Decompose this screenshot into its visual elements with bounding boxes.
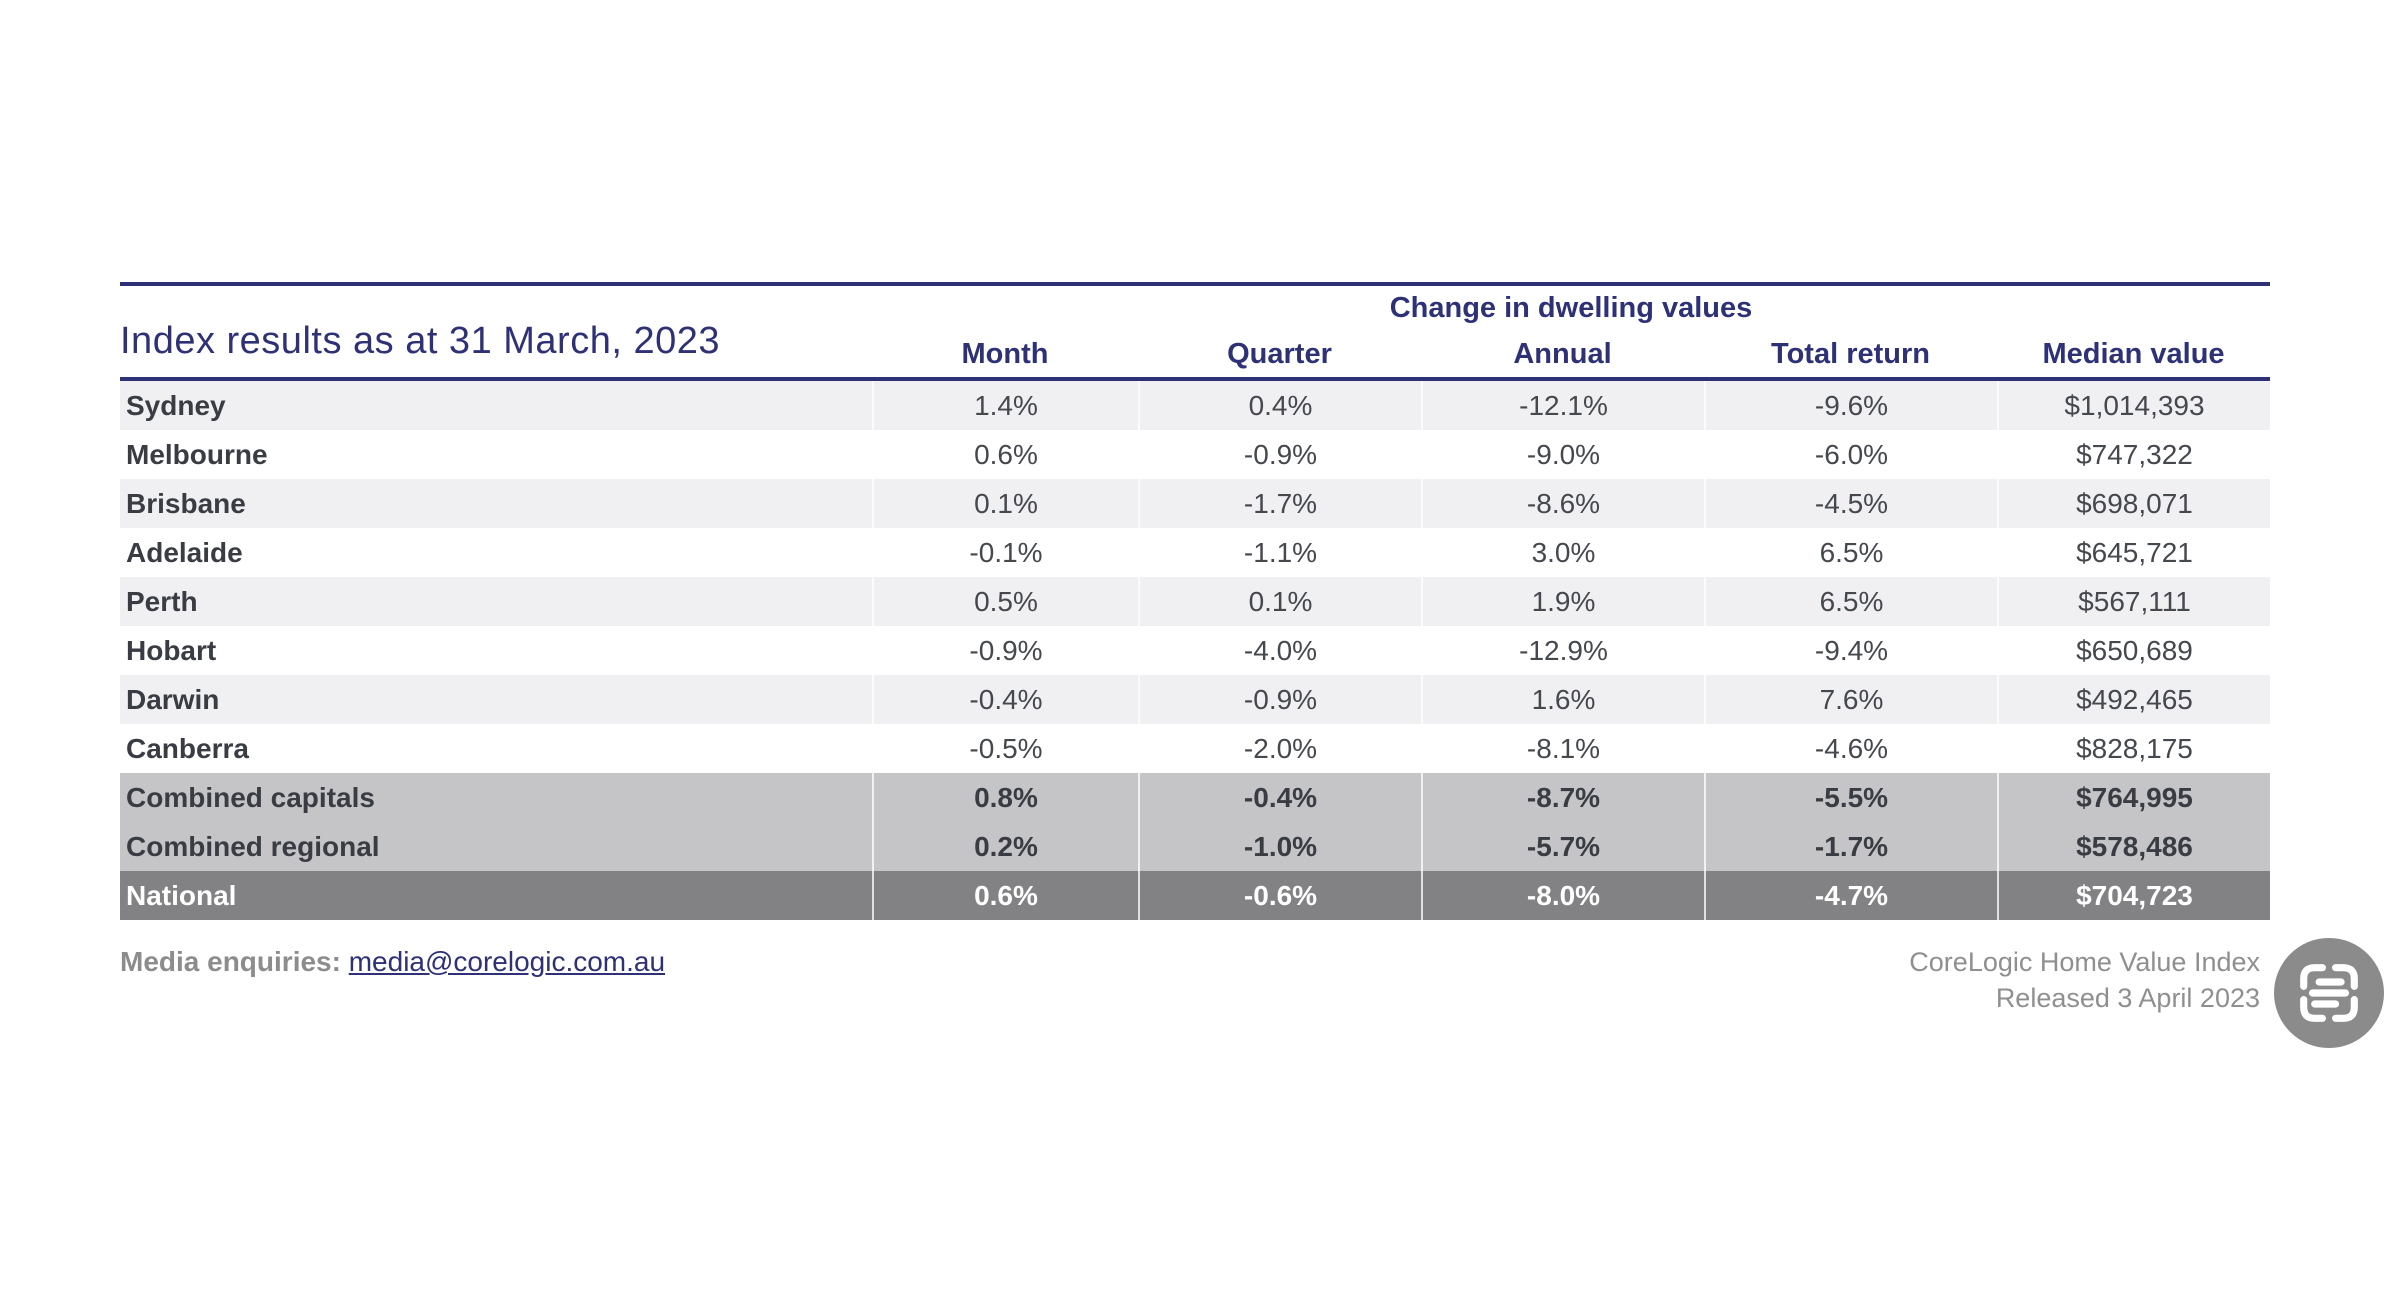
table-row: Darwin -0.4% -0.9% 1.6% 7.6% $492,465 bbox=[120, 675, 2270, 724]
row-value-cell: -4.5% bbox=[1704, 479, 1997, 528]
row-value-cell: -1.7% bbox=[1138, 479, 1421, 528]
row-value-cell: 6.5% bbox=[1704, 577, 1997, 626]
column-header-quarter: Quarter bbox=[1227, 338, 1332, 370]
row-value-cell: $645,721 bbox=[2076, 537, 2193, 568]
row-value-cell: $828,175 bbox=[2076, 733, 2193, 764]
row-value-cell: $492,465 bbox=[1997, 675, 2270, 724]
row-value-cell: $698,071 bbox=[1997, 479, 2270, 528]
table-header: Index results as at 31 March, 2023 Chang… bbox=[120, 286, 2270, 381]
row-label: Combined regional bbox=[126, 831, 380, 862]
column-headers: Month Quarter Annual Total return Median… bbox=[872, 338, 2270, 371]
row-value-cell: 0.5% bbox=[872, 577, 1138, 626]
table-row: Adelaide -0.1% -1.1% 3.0% 6.5% $645,721 bbox=[120, 528, 2270, 577]
row-value-cell: 0.6% bbox=[974, 439, 1038, 470]
table-row: Combined capitals 0.8% -0.4% -8.7% -5.5% $764… bbox=[120, 773, 2270, 822]
row-value-cell: -0.1% bbox=[969, 537, 1043, 568]
row-value-cell: -4.0% bbox=[1243, 635, 1318, 666]
row-value-cell: 3.0% bbox=[1531, 537, 1596, 568]
row-value-cell: 1.9% bbox=[1421, 577, 1704, 626]
media-email-link[interactable]: media@corelogic.com.au bbox=[348, 946, 666, 977]
row-value-cell: -5.7% bbox=[1421, 822, 1704, 871]
row-value-cell: -0.9% bbox=[1138, 675, 1421, 724]
row-value-cell: -1.7% bbox=[1704, 822, 1997, 871]
table-row: Melbourne 0.6% -0.9% -9.0% -6.0% $747,322 bbox=[120, 430, 2270, 479]
row-value-cell: -12.1% bbox=[1421, 381, 1704, 430]
column-header-month: Month bbox=[961, 338, 1049, 370]
row-value-cell: $704,723 bbox=[1997, 871, 2270, 920]
row-label: Darwin bbox=[126, 684, 220, 715]
row-value-cell: -1.1% bbox=[1243, 537, 1318, 568]
row-value-cell: 1.4% bbox=[872, 381, 1138, 430]
row-value-cell: $650,689 bbox=[2076, 635, 2193, 666]
row-value-cell: -9.0% bbox=[1526, 439, 1601, 470]
row-value-cell: -2.0% bbox=[1243, 733, 1318, 764]
row-label: Brisbane bbox=[126, 488, 246, 519]
row-value-cell: -8.6% bbox=[1421, 479, 1704, 528]
media-enquiries-label: Media enquiries: bbox=[120, 946, 341, 977]
row-value-cell: 0.1% bbox=[1138, 577, 1421, 626]
row-value-cell: -6.0% bbox=[1814, 439, 1889, 470]
row-value-cell: -9.4% bbox=[1814, 635, 1889, 666]
row-value-cell: -0.9% bbox=[1243, 439, 1318, 470]
row-value-cell: $764,995 bbox=[1997, 773, 2270, 822]
row-value-cell: -1.0% bbox=[1138, 822, 1421, 871]
media-enquiries: Media enquiries: media@corelogic.com.au bbox=[120, 946, 665, 978]
row-value-cell: -8.0% bbox=[1421, 871, 1704, 920]
row-value-cell: 1.6% bbox=[1421, 675, 1704, 724]
row-value-cell: -0.4% bbox=[872, 675, 1138, 724]
scan-text-icon bbox=[2274, 938, 2384, 1048]
row-value-cell: 0.2% bbox=[872, 822, 1138, 871]
column-header-total-return: Total return bbox=[1771, 338, 1930, 370]
source-line-2: Released 3 April 2023 bbox=[1995, 983, 2260, 1013]
column-header-median-value: Median value bbox=[2042, 338, 2225, 370]
row-label: National bbox=[126, 880, 237, 911]
row-value-cell: -0.9% bbox=[969, 635, 1043, 666]
row-value-cell: -0.4% bbox=[1138, 773, 1421, 822]
table-row: Perth 0.5% 0.1% 1.9% 6.5% $567,111 bbox=[120, 577, 2270, 626]
row-value-cell: 0.4% bbox=[1138, 381, 1421, 430]
row-value-cell: 0.8% bbox=[872, 773, 1138, 822]
table-row: Hobart -0.9% -4.0% -12.9% -9.4% $650,689 bbox=[120, 626, 2270, 675]
row-label: Combined capitals bbox=[126, 782, 375, 813]
row-value-cell: -12.9% bbox=[1519, 635, 1608, 666]
row-value-cell: -0.5% bbox=[969, 733, 1043, 764]
page-title: Index results as at 31 March, 2023 bbox=[120, 320, 720, 362]
table-row: Combined regional 0.2% -1.0% -5.7% -1.7% $578… bbox=[120, 822, 2270, 871]
source-line-1: CoreLogic Home Value Index bbox=[1909, 947, 2260, 977]
row-value-cell: 0.6% bbox=[872, 871, 1138, 920]
table-row: National 0.6% -0.6% -8.0% -4.7% $704,723 bbox=[120, 871, 2270, 920]
column-header-annual: Annual bbox=[1513, 338, 1612, 370]
row-label: Sydney bbox=[126, 390, 226, 421]
row-value-cell: 0.1% bbox=[872, 479, 1138, 528]
table-body: Sydney 1.4% 0.4% -12.1% -9.6% $1,014,393 Melbo… bbox=[120, 381, 2270, 920]
row-label: Canberra bbox=[126, 733, 249, 764]
row-value-cell: -5.5% bbox=[1704, 773, 1997, 822]
table-row: Canberra -0.5% -2.0% -8.1% -4.6% $828,175 bbox=[120, 724, 2270, 773]
table-row: Brisbane 0.1% -1.7% -8.6% -4.5% $698,071 bbox=[120, 479, 2270, 528]
table-top-rule bbox=[120, 282, 2270, 286]
row-value-cell: $1,014,393 bbox=[1997, 381, 2270, 430]
group-header: Change in dwelling values bbox=[1389, 292, 1753, 324]
table-row: Sydney 1.4% 0.4% -12.1% -9.6% $1,014,393 bbox=[120, 381, 2270, 430]
row-value-cell: 6.5% bbox=[1819, 537, 1884, 568]
row-value-cell: -9.6% bbox=[1704, 381, 1997, 430]
row-value-cell: -8.1% bbox=[1526, 733, 1601, 764]
index-results-table: Index results as at 31 March, 2023 Chang… bbox=[120, 282, 2270, 920]
row-value-cell: -0.6% bbox=[1138, 871, 1421, 920]
row-label: Adelaide bbox=[126, 537, 243, 568]
row-value-cell: -8.7% bbox=[1421, 773, 1704, 822]
row-value-cell: -4.6% bbox=[1814, 733, 1889, 764]
row-value-cell: $567,111 bbox=[1997, 577, 2270, 626]
row-label: Perth bbox=[126, 586, 198, 617]
row-value-cell: $578,486 bbox=[1997, 822, 2270, 871]
source-attribution: CoreLogic Home Value Index Released 3 Ap… bbox=[1909, 944, 2260, 1016]
row-label: Hobart bbox=[126, 635, 217, 666]
row-value-cell: -4.7% bbox=[1704, 871, 1997, 920]
row-value-cell: $747,322 bbox=[2076, 439, 2193, 470]
row-value-cell: 7.6% bbox=[1704, 675, 1997, 724]
row-label: Melbourne bbox=[126, 439, 268, 470]
